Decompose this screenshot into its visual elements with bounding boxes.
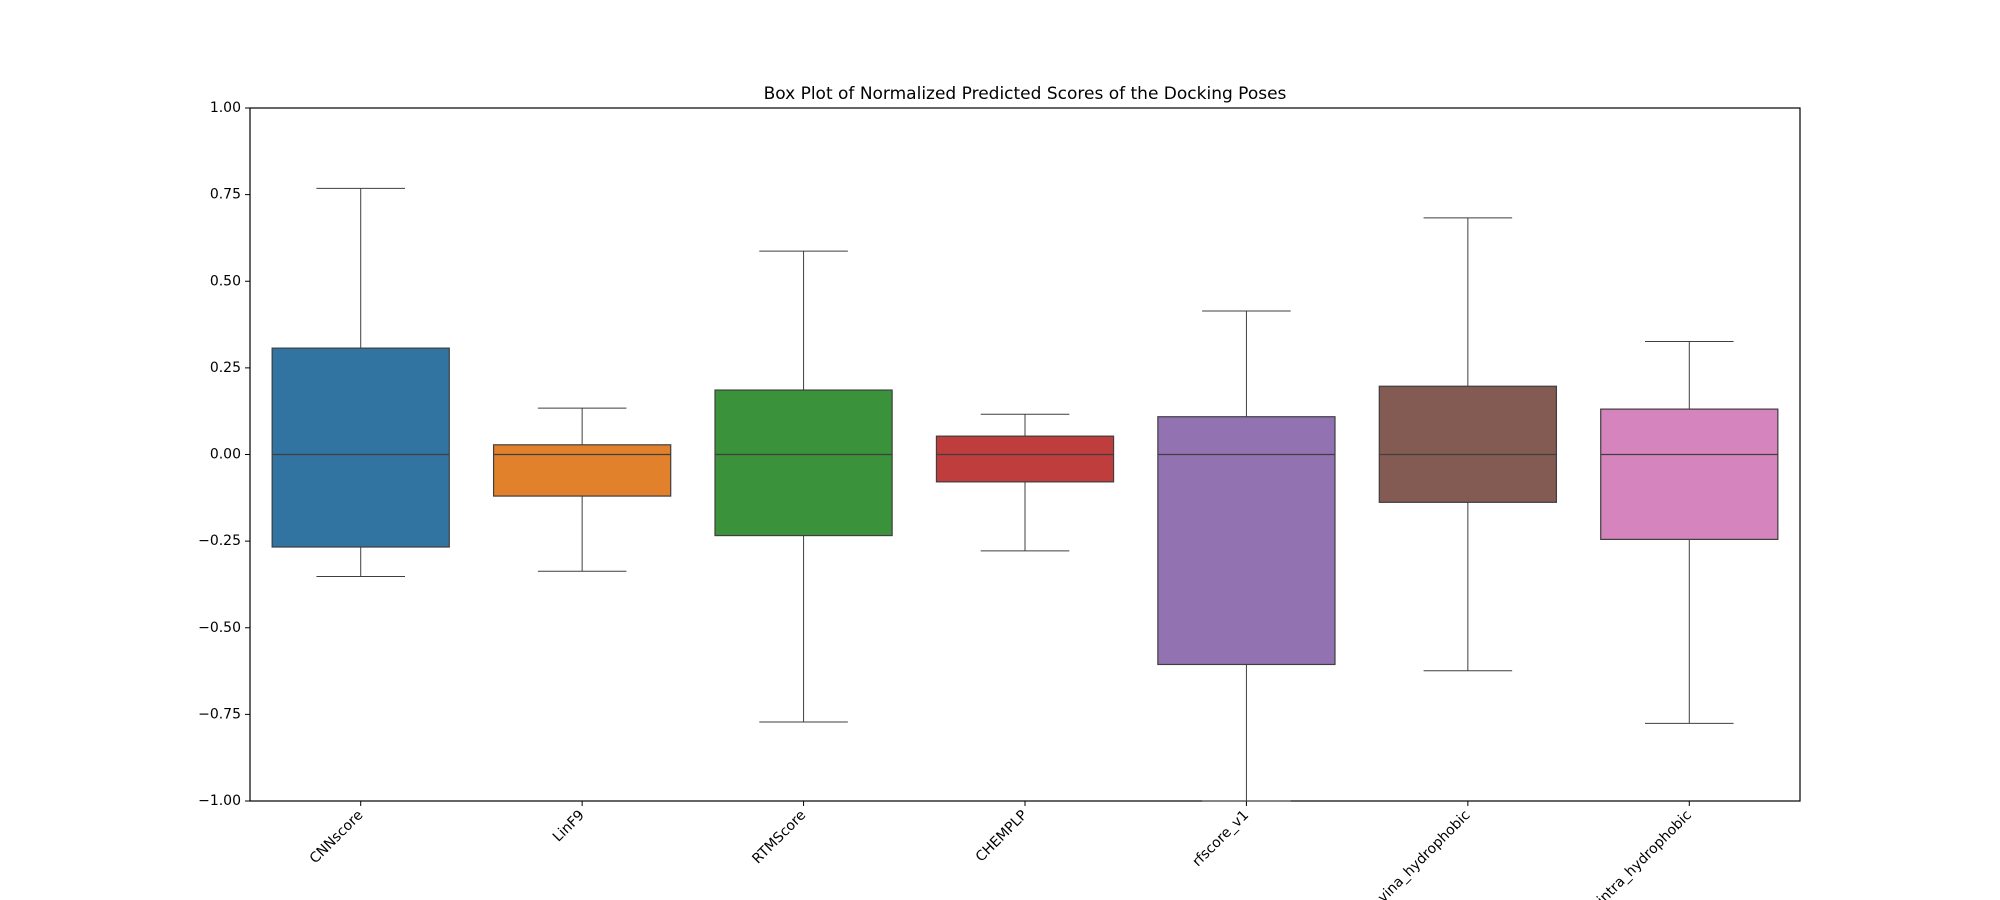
- y-tick-label: −0.25: [198, 533, 241, 549]
- y-tick-label: 0.25: [210, 360, 241, 376]
- y-tick-label: 0.00: [210, 447, 241, 463]
- x-tick-label: RTMScore: [749, 807, 809, 867]
- x-tick-label: rfscore_v1: [1190, 807, 1253, 870]
- box: [492, 444, 672, 497]
- x-tick-label: intra_hydrophobic: [1594, 807, 1695, 900]
- box: [1157, 416, 1336, 666]
- y-tick-label: −0.75: [198, 706, 241, 722]
- y-tick-label: 0.75: [210, 187, 241, 203]
- x-tick-label: CNNscore: [307, 807, 367, 867]
- box: [935, 435, 1115, 483]
- x-tick-label: vina_hydrophobic: [1375, 807, 1474, 900]
- box: [1378, 385, 1558, 503]
- y-tick-label: 1.00: [210, 100, 241, 116]
- x-tick-label: LinF9: [550, 807, 588, 845]
- x-tick-label: CHEMPLP: [973, 807, 1031, 865]
- y-tick-label: −0.50: [198, 620, 241, 636]
- chart-title: Box Plot of Normalized Predicted Scores …: [764, 84, 1287, 104]
- box: [271, 347, 450, 548]
- y-tick-label: −1.00: [198, 793, 241, 809]
- box: [714, 389, 893, 537]
- box: [1600, 408, 1779, 540]
- y-tick-label: 0.50: [210, 273, 241, 289]
